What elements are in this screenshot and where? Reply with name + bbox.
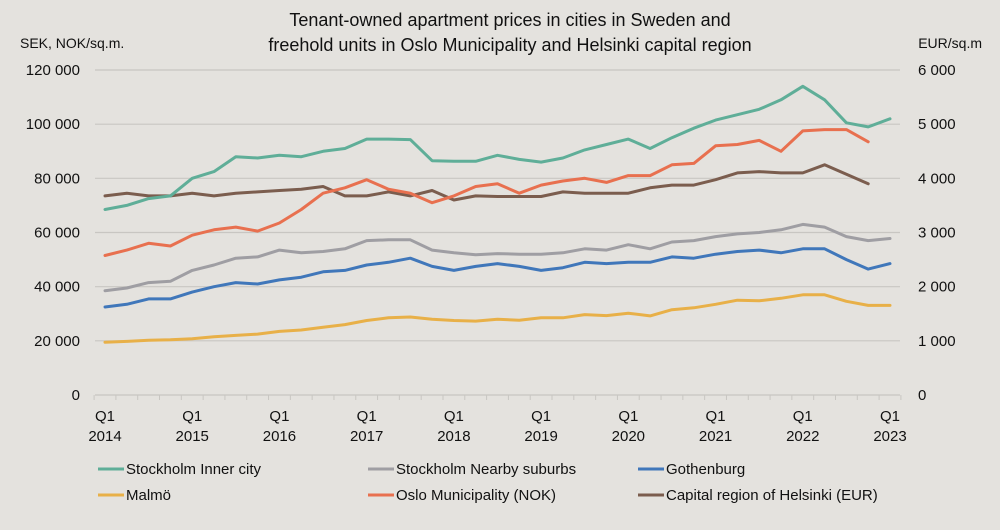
y-tick-label-left: 0 bbox=[72, 387, 80, 404]
series-line-malm bbox=[103, 293, 892, 344]
legend-item: Oslo Municipality (NOK) bbox=[368, 487, 556, 504]
x-tick-label-year: 2023 bbox=[873, 428, 906, 445]
legend-item: Stockholm Inner city bbox=[98, 461, 262, 478]
x-tick-label-quarter: Q1 bbox=[793, 408, 813, 425]
series-line-stockholm-nearby-suburbs bbox=[103, 222, 892, 293]
legend-label: Oslo Municipality (NOK) bbox=[396, 487, 556, 504]
legend-item: Gothenburg bbox=[638, 461, 745, 478]
y-tick-label-left: 60 000 bbox=[34, 225, 80, 242]
legend-item: Malmö bbox=[98, 487, 171, 504]
x-tick-label-quarter: Q1 bbox=[182, 408, 202, 425]
x-tick-label-year: 2014 bbox=[88, 428, 121, 445]
y-tick-label-left: 40 000 bbox=[34, 279, 80, 296]
x-tick-label-year: 2019 bbox=[524, 428, 557, 445]
y-tick-label-right: 0 bbox=[918, 387, 926, 404]
y-axis-left-label: SEK, NOK/sq.m. bbox=[20, 35, 124, 51]
x-tick-label-year: 2021 bbox=[699, 428, 732, 445]
legend-label: Stockholm Inner city bbox=[126, 461, 262, 478]
y-tick-label-left: 120 000 bbox=[26, 62, 80, 79]
x-tick-label-quarter: Q1 bbox=[444, 408, 464, 425]
y-tick-label-right: 3 000 bbox=[918, 225, 956, 242]
x-tick-label-quarter: Q1 bbox=[95, 408, 115, 425]
y-tick-label-right: 1 000 bbox=[918, 333, 956, 350]
x-tick-label-year: 2015 bbox=[176, 428, 209, 445]
series-line-gothenburg bbox=[103, 247, 892, 309]
x-tick-label-quarter: Q1 bbox=[706, 408, 726, 425]
y-tick-label-right: 4 000 bbox=[918, 170, 956, 187]
y-tick-label-right: 2 000 bbox=[918, 279, 956, 296]
series-line-oslo-municipality-nok bbox=[103, 128, 870, 257]
x-tick-label-quarter: Q1 bbox=[269, 408, 289, 425]
x-tick-label-year: 2016 bbox=[263, 428, 296, 445]
y-tick-label-right: 5 000 bbox=[918, 116, 956, 133]
x-tick-label-year: 2017 bbox=[350, 428, 383, 445]
x-tick-label-year: 2020 bbox=[612, 428, 645, 445]
x-tick-label-quarter: Q1 bbox=[531, 408, 551, 425]
legend-item: Stockholm Nearby suburbs bbox=[368, 461, 576, 478]
legend-label: Stockholm Nearby suburbs bbox=[396, 461, 576, 478]
legend-label: Malmö bbox=[126, 487, 171, 504]
x-tick-label-year: 2022 bbox=[786, 428, 819, 445]
x-tick-label-quarter: Q1 bbox=[357, 408, 377, 425]
y-tick-label-left: 20 000 bbox=[34, 333, 80, 350]
series-line-stockholm-inner-city bbox=[103, 84, 892, 211]
chart-title-line-1: Tenant-owned apartment prices in cities … bbox=[289, 10, 730, 30]
chart-title-line-2: freehold units in Oslo Municipality and … bbox=[268, 35, 751, 55]
legend-item: Capital region of Helsinki (EUR) bbox=[638, 487, 878, 504]
y-tick-label-left: 100 000 bbox=[26, 116, 80, 133]
y-tick-label-right: 6 000 bbox=[918, 62, 956, 79]
x-tick-label-quarter: Q1 bbox=[618, 408, 638, 425]
legend-label: Capital region of Helsinki (EUR) bbox=[666, 487, 878, 504]
legend-label: Gothenburg bbox=[666, 461, 745, 478]
x-tick-label-quarter: Q1 bbox=[880, 408, 900, 425]
series-line-capital-region-of-helsinki-eur bbox=[103, 163, 870, 202]
y-tick-label-left: 80 000 bbox=[34, 170, 80, 187]
x-tick-label-year: 2018 bbox=[437, 428, 470, 445]
y-axis-right-label: EUR/sq.m bbox=[918, 35, 982, 51]
